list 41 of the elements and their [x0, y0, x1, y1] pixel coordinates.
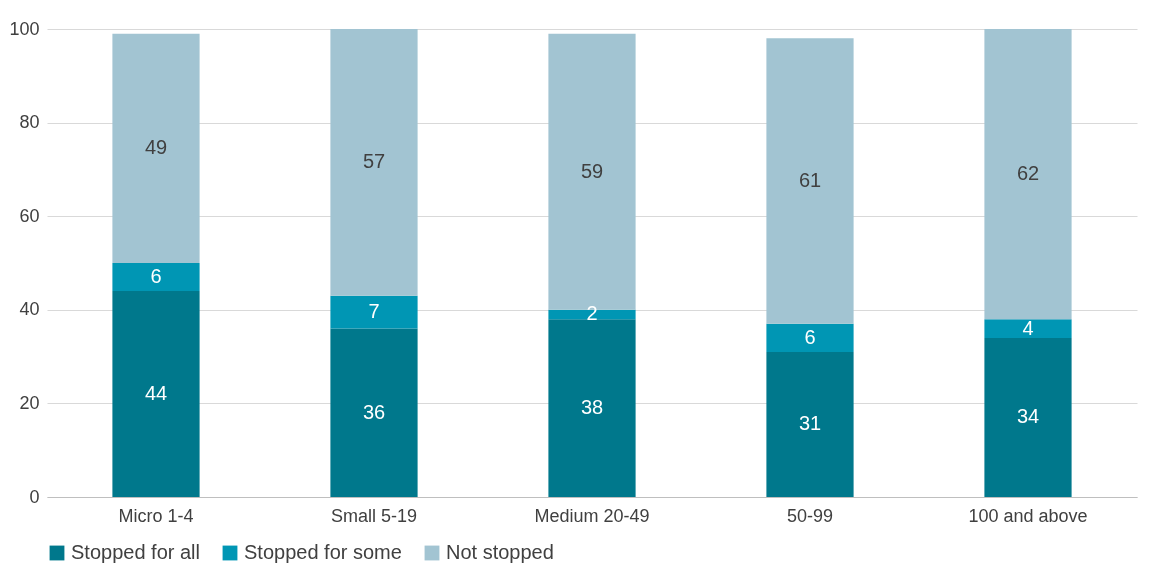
data-label: 62 — [1016, 162, 1040, 185]
data-label: 44 — [144, 382, 168, 405]
bar — [984, 337, 1072, 497]
data-label: 4 — [1022, 316, 1034, 339]
bar — [330, 295, 418, 329]
data-label: 57 — [362, 150, 386, 173]
y-tick-label: 40 — [19, 299, 40, 320]
bar — [984, 319, 1072, 338]
bar — [766, 323, 854, 352]
data-label: 7 — [368, 300, 380, 323]
x-tick-label: Medium 20-49 — [534, 505, 650, 526]
data-label: 61 — [798, 169, 822, 192]
y-tick-label: 60 — [19, 205, 40, 226]
y-tick-label: 20 — [19, 392, 40, 413]
data-label: 59 — [580, 159, 604, 182]
data-label: 36 — [362, 400, 386, 423]
x-tick-label: 50-99 — [786, 505, 834, 526]
bar — [330, 328, 418, 497]
bar — [766, 38, 854, 324]
data-label: 6 — [150, 265, 162, 288]
legend-label: Stopped for all — [71, 541, 200, 563]
data-label: 31 — [798, 412, 822, 435]
legend-label: Not stopped — [446, 541, 554, 563]
x-tick-label: Micro 1-4 — [118, 505, 194, 526]
data-label: 6 — [804, 325, 816, 348]
bar — [112, 291, 200, 497]
bar — [766, 351, 854, 497]
data-label: 34 — [1016, 405, 1040, 428]
data-label: 49 — [144, 136, 168, 159]
legend-label: Stopped for some — [244, 541, 402, 563]
y-tick-label: 100 — [9, 18, 40, 39]
bar — [330, 29, 418, 296]
bar — [984, 29, 1072, 320]
y-tick-label: 80 — [19, 112, 40, 133]
bar — [112, 33, 200, 263]
data-label: 38 — [580, 396, 604, 419]
bar — [112, 263, 200, 292]
x-tick-label: Small 5-19 — [330, 505, 418, 526]
y-tick-label: 0 — [29, 486, 40, 507]
bar — [548, 319, 636, 497]
x-tick-label: 100 and above — [968, 505, 1088, 526]
